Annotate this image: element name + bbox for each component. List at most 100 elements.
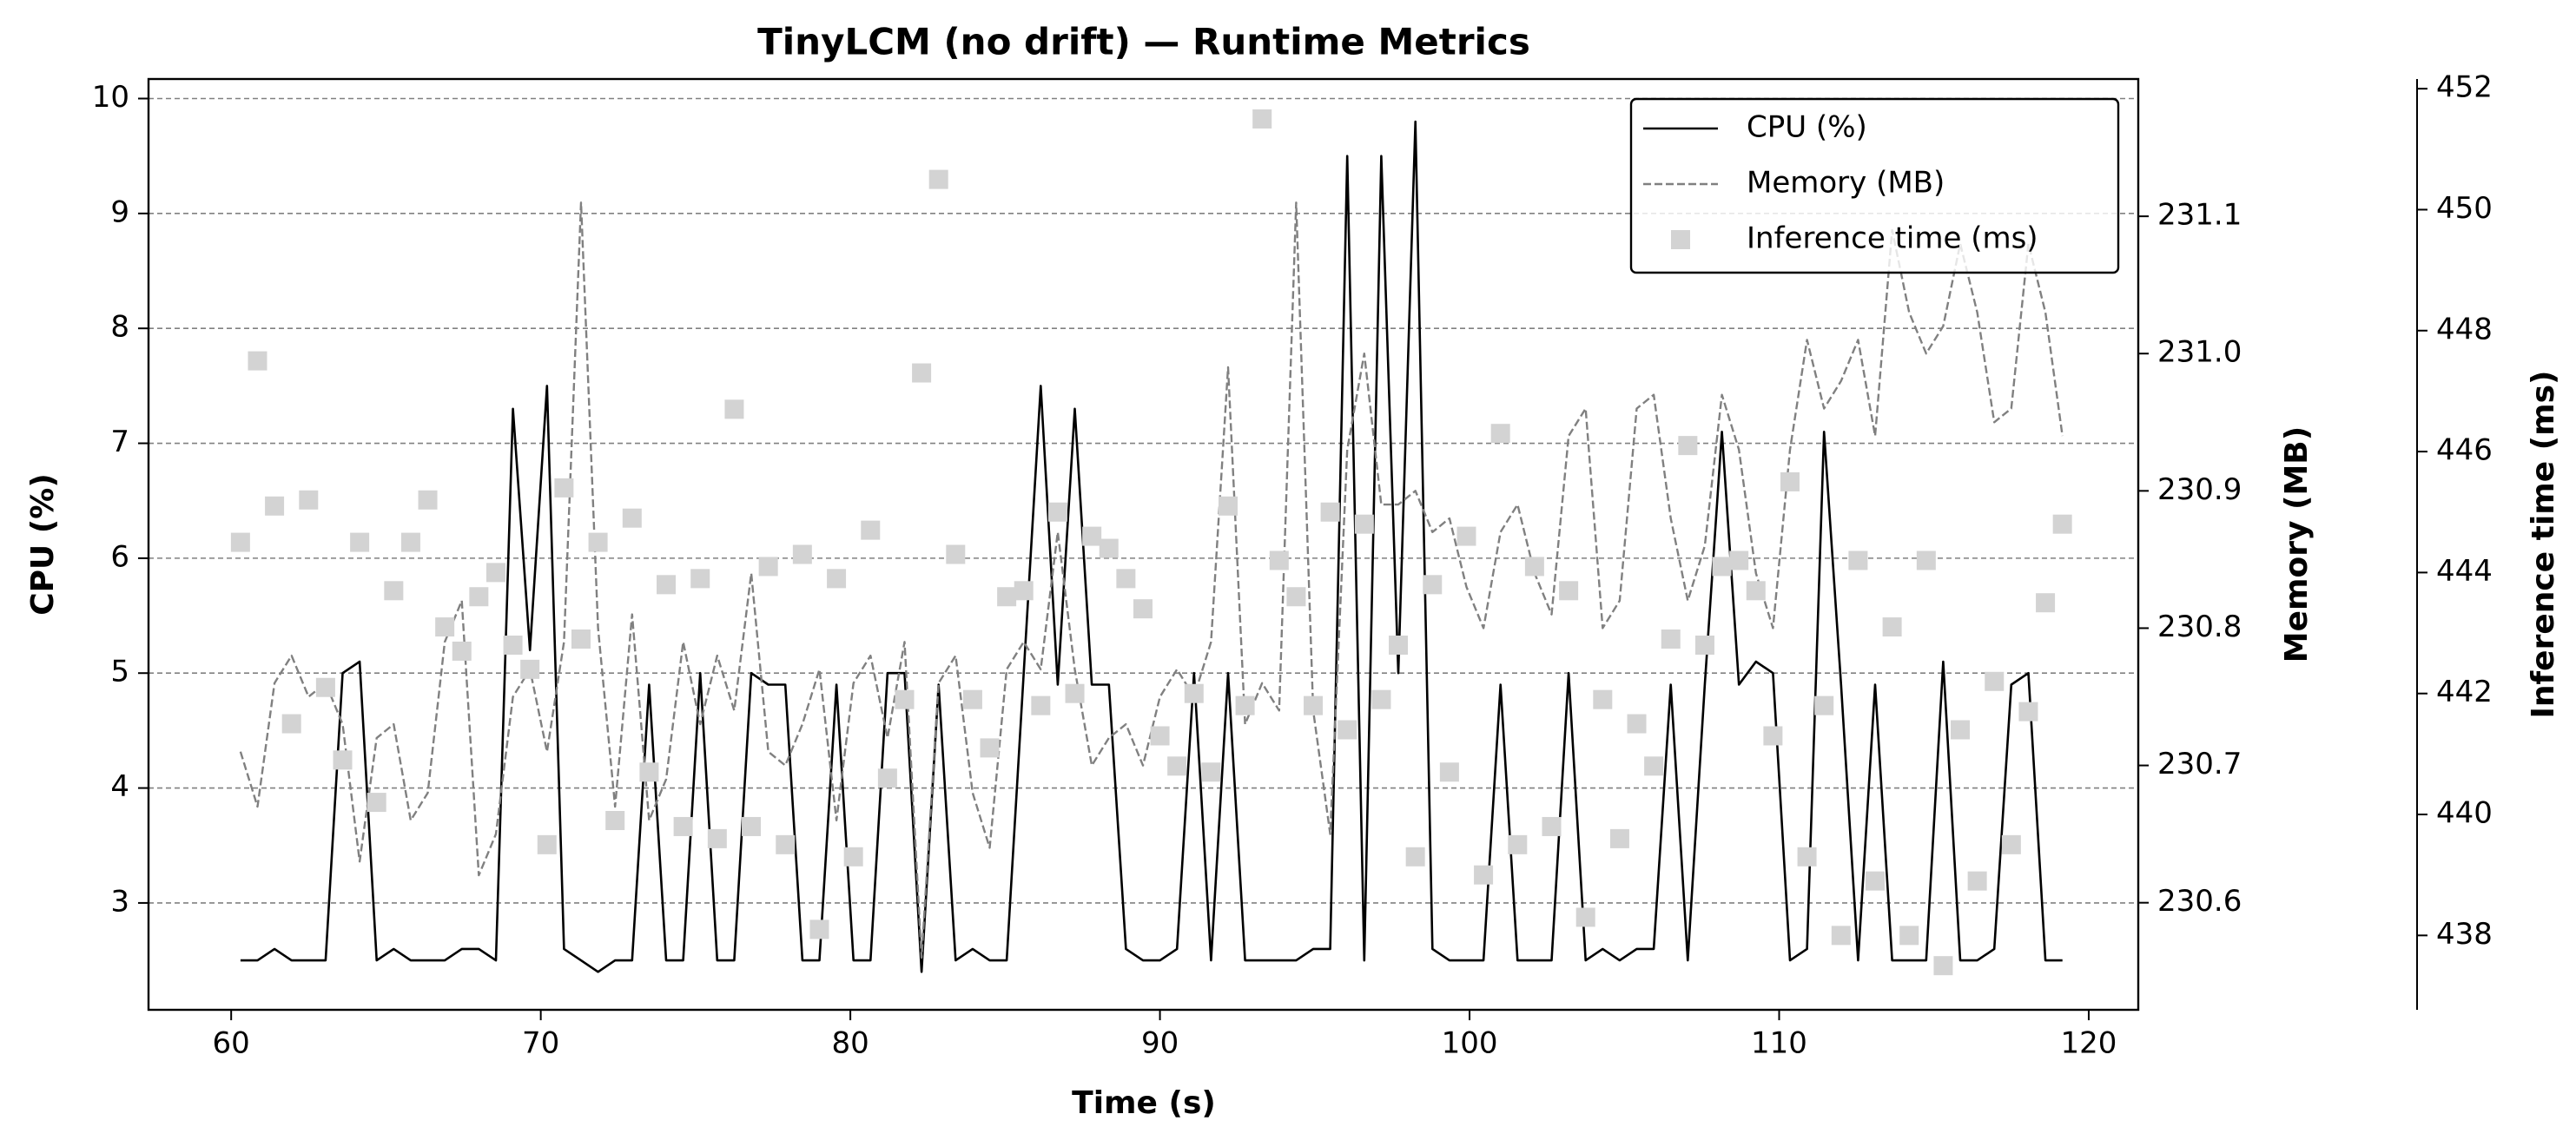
x-axis-label: Time (s) <box>1072 1085 1216 1121</box>
inference-point <box>928 169 948 189</box>
inference-point <box>230 532 250 552</box>
inference-point <box>1661 630 1681 649</box>
inference-point <box>384 581 404 601</box>
inference-point <box>962 689 982 709</box>
inference-point <box>452 641 472 661</box>
inference-point <box>418 490 438 510</box>
inference-point <box>1951 720 1971 740</box>
inference-point <box>1559 581 1579 601</box>
y3-tick-label: 450 <box>2436 191 2493 226</box>
inference-point <box>877 768 897 788</box>
inference-point <box>895 689 915 709</box>
x-tick-label: 70 <box>522 1026 559 1061</box>
inference-point <box>827 569 847 589</box>
y2-tick-label: 230.9 <box>2157 472 2242 507</box>
inference-point <box>281 714 301 734</box>
y3-axis-label: Inference time (ms) <box>2526 370 2561 718</box>
inference-point <box>1524 557 1544 577</box>
inference-point <box>690 569 710 589</box>
inference-point <box>1167 756 1187 776</box>
inference-point <box>605 810 625 830</box>
y3-tick-label: 438 <box>2436 917 2493 952</box>
inference-point <box>2052 514 2072 534</box>
inference-point <box>657 575 677 595</box>
inference-point <box>350 532 370 552</box>
inference-point <box>742 816 762 836</box>
inference-point <box>1797 847 1817 867</box>
y2-tick-label: 230.6 <box>2157 884 2242 919</box>
inference-point <box>1814 695 1834 715</box>
inference-point <box>1286 587 1306 607</box>
inference-point <box>1439 762 1459 782</box>
x-tick-label: 100 <box>1442 1026 1498 1061</box>
inference-point <box>1712 557 1732 577</box>
y3-tick-label: 446 <box>2436 433 2493 468</box>
inference-point <box>1150 726 1170 746</box>
inference-point <box>1985 671 2005 691</box>
inference-point <box>1031 695 1051 715</box>
inference-point <box>2001 834 2021 854</box>
inference-point <box>707 828 727 848</box>
inference-point <box>758 557 778 577</box>
inference-point <box>1047 502 1067 522</box>
x-tick-label: 110 <box>1751 1026 1807 1061</box>
inference-point <box>792 544 812 564</box>
inference-point <box>400 532 420 552</box>
inference-point <box>588 532 608 552</box>
x-tick-label: 60 <box>213 1026 250 1061</box>
inference-point <box>1967 871 1987 891</box>
inference-point <box>1014 581 1034 601</box>
series-line <box>240 120 2063 973</box>
plot-frame <box>147 77 2140 1012</box>
inference-point <box>1729 550 1749 570</box>
inference-point <box>639 762 659 782</box>
y3-tick-label: 440 <box>2436 796 2493 831</box>
inference-point <box>1763 726 1783 746</box>
legend-box <box>1629 97 2120 274</box>
inference-point <box>367 793 386 813</box>
chart-title: TinyLCM (no drift) — Runtime Metrics <box>757 21 1530 63</box>
inference-point <box>1423 575 1443 595</box>
y2-tick-label: 231.1 <box>2157 198 2242 233</box>
inference-point <box>435 617 455 637</box>
inference-point <box>265 496 285 516</box>
inference-point <box>1082 526 1102 546</box>
x-tick-label: 80 <box>831 1026 869 1061</box>
y-tick-label: 4 <box>110 769 129 804</box>
inference-point <box>520 659 540 679</box>
legend-label: CPU (%) <box>1747 110 1867 145</box>
inference-point <box>1916 550 1936 570</box>
inference-point <box>1065 683 1085 703</box>
inference-point <box>776 834 796 854</box>
series-line <box>239 201 2064 959</box>
inference-point <box>1848 550 1868 570</box>
inference-point <box>1644 756 1664 776</box>
inference-point <box>1389 635 1409 655</box>
y-tick-label: 7 <box>110 425 129 459</box>
y-tick-label: 6 <box>110 539 129 574</box>
inference-point <box>912 363 932 383</box>
inference-point <box>1338 720 1357 740</box>
inference-point <box>1320 502 1340 522</box>
inference-point <box>1116 569 1136 589</box>
inference-point <box>1899 926 1919 946</box>
inference-point <box>554 478 574 498</box>
inference-point <box>1099 538 1119 558</box>
y3-tick-label: 452 <box>2436 70 2493 105</box>
inference-point <box>1866 871 1886 891</box>
inference-point <box>1304 695 1324 715</box>
inference-point <box>1218 496 1238 516</box>
inference-point <box>1269 550 1289 570</box>
inference-point <box>1508 834 1528 854</box>
inference-point <box>2018 702 2038 722</box>
inference-point <box>1542 816 1562 836</box>
inference-point <box>503 635 523 655</box>
inference-point <box>1371 689 1391 709</box>
inference-point <box>946 544 966 564</box>
y3-tick-label: 442 <box>2436 675 2493 709</box>
inference-point <box>2036 593 2056 613</box>
y3-tick-label: 444 <box>2436 554 2493 589</box>
inference-point <box>1933 956 1953 976</box>
inference-point <box>1831 926 1851 946</box>
